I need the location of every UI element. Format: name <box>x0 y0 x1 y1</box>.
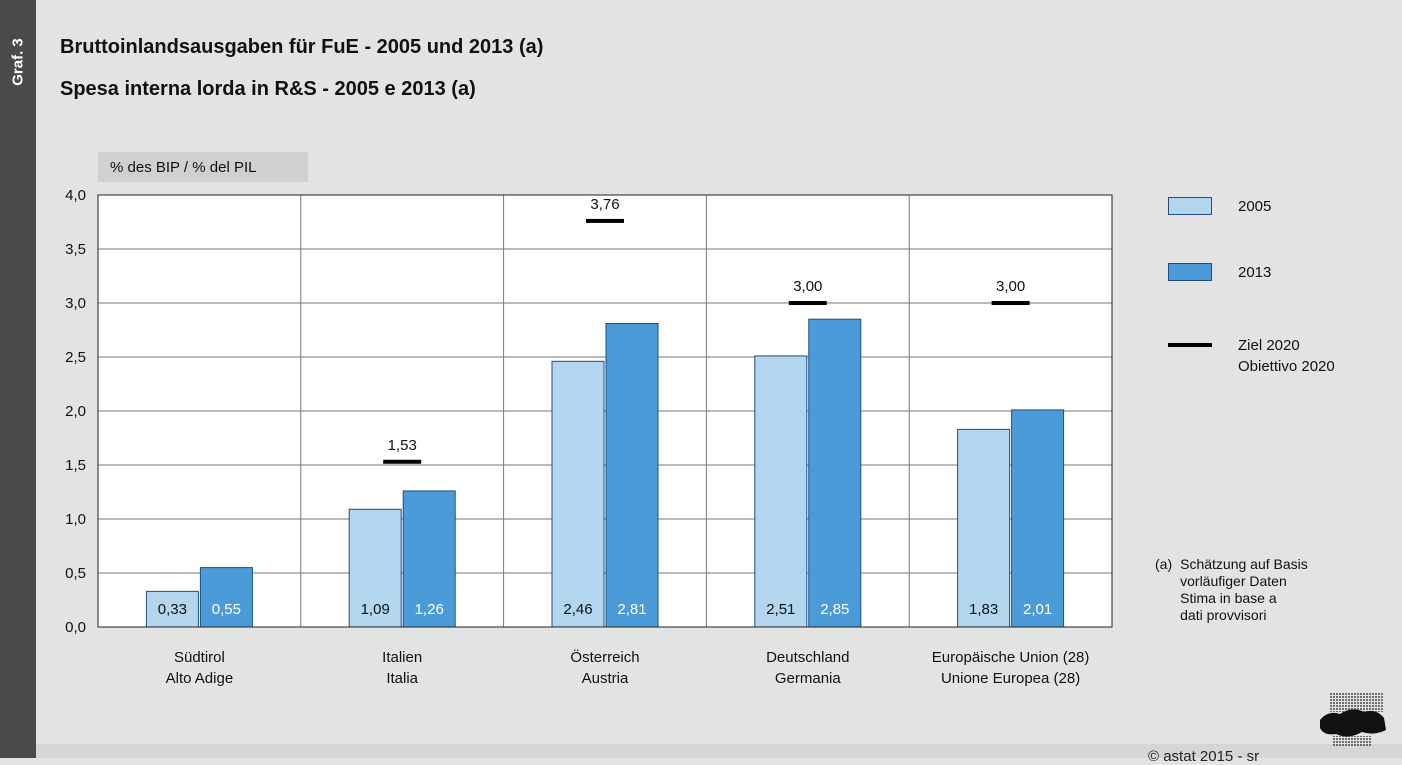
data-label-2013: 2,01 <box>1023 601 1052 618</box>
bar-2013 <box>199 567 253 628</box>
bar-2005 <box>754 355 808 628</box>
category-label: Unione Europea (28) <box>941 670 1080 687</box>
chart-title-italian: Spesa interna lorda in R&S - 2005 e 2013… <box>60 78 476 100</box>
footnote-line: dati provvisori <box>1180 607 1267 623</box>
category-label: Austria <box>582 670 629 687</box>
target-label: 3,00 <box>793 278 822 295</box>
y-tick-label: 1,0 <box>65 511 86 528</box>
bar-2013 <box>1011 409 1065 628</box>
y-tick-label: 0,0 <box>65 619 86 636</box>
data-label-2005: 0,33 <box>158 601 187 618</box>
footnote-line: Stima in base a <box>1180 590 1277 606</box>
bar-2013 <box>402 490 456 628</box>
y-tick-label: 2,0 <box>65 403 86 420</box>
data-label-2005: 1,83 <box>969 601 998 618</box>
y-tick-label: 4,0 <box>65 187 86 204</box>
category-label: Europäische Union (28) <box>932 649 1090 666</box>
category-label: Italia <box>386 670 418 687</box>
target-marker <box>788 301 827 305</box>
category-label: Alto Adige <box>166 670 234 687</box>
legend-label-2005: 2005 <box>1238 198 1272 215</box>
y-tick-label: 2,5 <box>65 349 86 366</box>
plot-border <box>97 194 1113 628</box>
target-label: 3,00 <box>996 278 1025 295</box>
side-bar: Graf. 3 <box>0 0 36 758</box>
legend-label-target-de: Ziel 2020 <box>1238 337 1300 354</box>
footnote-line: Schätzung auf Basis <box>1180 556 1308 572</box>
footnote-line: vorläufiger Daten <box>1180 573 1287 589</box>
bar-2013 <box>808 318 862 628</box>
legend-target-line <box>1168 343 1212 347</box>
legend-label-2013: 2013 <box>1238 264 1272 281</box>
target-marker <box>586 218 624 223</box>
legend-item-2013: 2013 <box>1168 262 1271 283</box>
legend-label-target-it: Obiettivo 2020 <box>1238 358 1335 375</box>
category-label: Italien <box>382 649 422 666</box>
legend-item-target: Ziel 2020 Obiettivo 2020 <box>1168 335 1335 377</box>
data-label-2013: 1,26 <box>415 601 444 618</box>
bar-2005 <box>348 508 402 628</box>
category-label: Germania <box>775 670 842 687</box>
y-tick-label: 3,5 <box>65 241 86 258</box>
copyright-text: © astat 2015 - sr <box>1148 748 1260 765</box>
target-marker <box>991 301 1030 305</box>
bar-2013 <box>605 323 659 628</box>
footnote-mark: (a) <box>1155 556 1173 572</box>
data-label-2005: 1,09 <box>361 601 390 618</box>
target-label: 3,76 <box>590 196 619 213</box>
data-label-2013: 0,55 <box>212 601 241 618</box>
chart-title-german: Bruttoinlandsausgaben für FuE - 2005 und… <box>60 36 544 58</box>
footnote: (a) Schätzung auf Basis vorläufiger Date… <box>1155 556 1308 624</box>
legend-swatch-2013 <box>1168 263 1212 281</box>
data-label-2005: 2,51 <box>766 601 795 618</box>
astat-logo <box>1320 692 1386 746</box>
target-marker <box>383 459 422 464</box>
y-tick-label: 1,5 <box>65 457 86 474</box>
bottom-band <box>36 744 1402 758</box>
legend-item-2005: 2005 <box>1168 196 1271 217</box>
y-axis-unit-label: % des BIP / % del PIL <box>98 152 308 182</box>
bar-2005 <box>551 360 605 628</box>
y-tick-label: 3,0 <box>65 295 86 312</box>
category-label: Südtirol <box>174 649 225 666</box>
category-label: Deutschland <box>766 649 849 666</box>
data-label-2013: 2,85 <box>820 601 849 618</box>
bar-2005 <box>957 428 1011 628</box>
legend-swatch-2005 <box>1168 197 1212 215</box>
y-tick-label: 0,5 <box>65 565 86 582</box>
data-label-2013: 2,81 <box>617 601 646 618</box>
bar-chart: 0,0 0,5 1,0 1,5 2,0 2,5 3,0 3,5 4,0 0,33 0,55 Südti… <box>65 187 1113 687</box>
category-label: Österreich <box>570 648 639 666</box>
target-label: 1,53 <box>388 437 417 454</box>
bar-2005 <box>145 590 199 628</box>
data-label-2005: 2,46 <box>563 601 592 618</box>
